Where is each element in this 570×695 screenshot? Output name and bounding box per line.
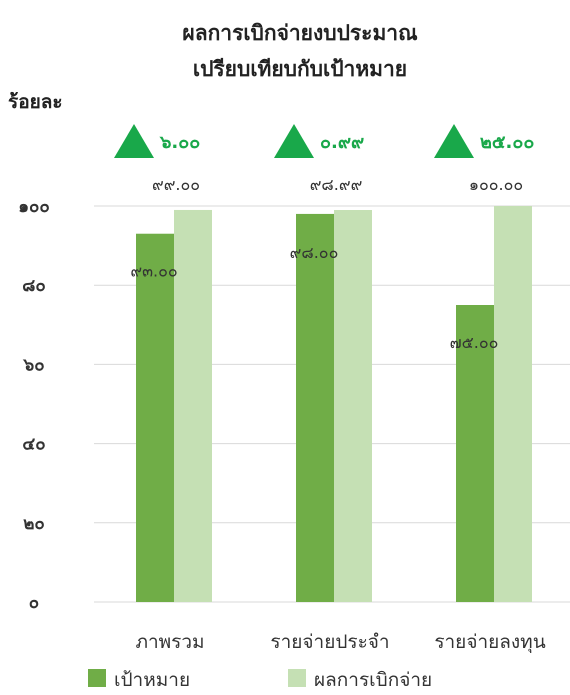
y-tick-label: ๘๐ — [22, 276, 46, 296]
bar-actual — [174, 209, 212, 602]
data-label-actual: ๑๐๐.๐๐ — [469, 175, 523, 194]
difference-indicators: ๖.๐๐ ๐.๙๙ ๒๕.๐๐ — [114, 124, 534, 158]
bar-target — [136, 233, 174, 602]
x-axis-ticks: ภาพรวม รายจ่ายประจำ รายจ่ายลงทุน — [135, 631, 545, 654]
difference-label: ๖.๐๐ — [159, 132, 200, 153]
data-label-actual: ๙๙.๐๐ — [152, 175, 200, 194]
legend: เป้าหมาย ผลการเบิกจ่าย — [88, 669, 432, 691]
difference-label: ๐.๙๙ — [320, 132, 364, 153]
y-axis-ticks: ๐ ๒๐ ๔๐ ๖๐ ๘๐ ๑๐๐ — [18, 197, 50, 613]
difference-label: ๒๕.๐๐ — [480, 132, 534, 153]
legend-label: ผลการเบิกจ่าย — [314, 669, 432, 691]
bar-target — [296, 213, 334, 603]
y-tick-label: ๖๐ — [22, 355, 44, 375]
y-axis-label: ร้อยละ — [8, 91, 63, 113]
up-triangle-icon — [114, 124, 154, 158]
bar-target — [456, 305, 494, 602]
bars — [136, 206, 532, 603]
x-tick-label: รายจ่ายประจำ — [270, 631, 389, 653]
chart-title-line2: เปรียบเทียบกับเป้าหมาย — [193, 57, 407, 81]
y-tick-label: ๔๐ — [22, 435, 45, 455]
bar-actual — [494, 206, 532, 602]
legend-swatch — [88, 669, 106, 687]
data-label-target: ๙๘.๐๐ — [290, 243, 339, 262]
up-triangle-icon — [434, 124, 474, 158]
y-tick-label: ๐ — [29, 593, 39, 613]
y-tick-label: ๒๐ — [23, 514, 45, 534]
x-tick-label: รายจ่ายลงทุน — [434, 631, 545, 654]
x-tick-label: ภาพรวม — [135, 631, 204, 653]
chart-title-line1: ผลการเบิกจ่ายงบประมาณ — [182, 21, 418, 45]
data-label-target: ๙๓.๐๐ — [130, 262, 177, 281]
up-triangle-icon — [274, 124, 314, 158]
legend-label: เป้าหมาย — [114, 669, 190, 691]
data-label-target: ๗๕.๐๐ — [450, 333, 499, 352]
legend-swatch — [288, 669, 306, 687]
y-tick-label: ๑๐๐ — [18, 197, 50, 217]
bar-actual — [334, 209, 372, 602]
data-label-actual: ๙๘.๙๙ — [310, 175, 363, 194]
